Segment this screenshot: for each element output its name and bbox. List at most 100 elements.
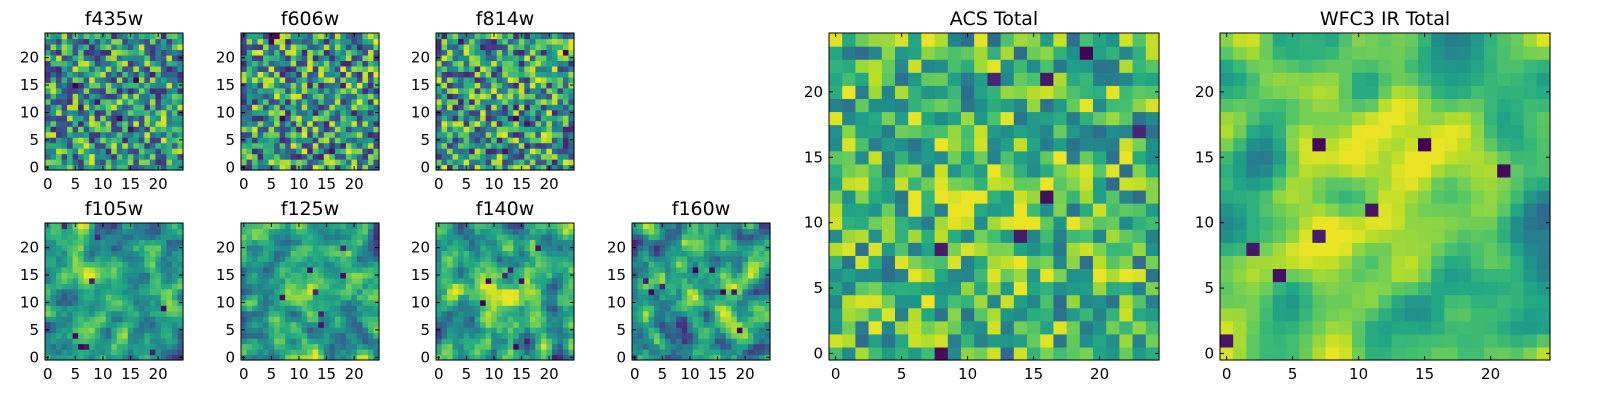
heatmap-cell	[367, 33, 375, 40]
heatmap-cell	[731, 338, 738, 345]
heatmap-cell	[753, 233, 760, 241]
heatmap-cell	[513, 115, 520, 122]
heatmap-cell	[345, 109, 352, 116]
heatmap-cell	[1093, 216, 1107, 230]
heatmap-cell	[263, 131, 270, 138]
heatmap-cell	[312, 338, 319, 345]
heatmap-cell	[144, 164, 151, 171]
heatmap-cell	[127, 82, 134, 89]
heatmap-cell	[507, 277, 514, 284]
heatmap-cell	[160, 98, 168, 105]
heatmap-cell	[868, 216, 883, 230]
heatmap-cell	[648, 244, 655, 251]
heatmap-cell	[171, 228, 179, 235]
heatmap-cell	[177, 148, 184, 155]
heatmap-cell	[485, 283, 492, 290]
heatmap-cell	[842, 176, 856, 191]
heatmap-cell	[648, 343, 655, 350]
heatmap-cell	[1106, 268, 1120, 283]
heatmap-cell	[351, 120, 358, 127]
heatmap-cell	[105, 104, 112, 111]
heatmap-cell	[703, 316, 710, 323]
heatmap-cell	[160, 65, 168, 72]
heatmap-cell	[61, 223, 68, 230]
axes-frame	[435, 222, 575, 361]
heatmap-cell	[318, 239, 325, 246]
heatmap-cell	[829, 229, 843, 243]
heatmap-cell	[171, 164, 179, 171]
heatmap-cell	[61, 76, 68, 83]
heatmap-cell	[105, 288, 112, 295]
heatmap-cell	[274, 38, 281, 45]
heatmap-cell	[441, 82, 448, 89]
heatmap-cell	[568, 250, 575, 257]
heatmap-cell	[496, 98, 503, 105]
heatmap-cell	[56, 126, 63, 133]
heatmap-cell	[89, 316, 96, 323]
heatmap-cell	[279, 65, 286, 72]
heatmap-cell	[89, 159, 96, 166]
heatmap-cell	[1132, 307, 1147, 322]
heatmap-cell	[502, 316, 509, 323]
heatmap-cell	[177, 33, 184, 40]
heatmap-cell	[648, 327, 655, 334]
heatmap-cell	[474, 239, 481, 246]
heatmap-cell	[340, 49, 347, 56]
heatmap-cell	[474, 33, 481, 40]
heatmap-cell	[562, 327, 570, 334]
heatmap-cell	[268, 76, 275, 83]
heatmap-cell	[149, 277, 156, 284]
heatmap-cell	[340, 104, 347, 111]
heatmap-cell	[279, 233, 286, 241]
heatmap-cell	[127, 327, 134, 334]
heatmap-cell	[274, 43, 281, 51]
heatmap-cell	[518, 148, 525, 155]
heatmap-cell	[758, 343, 766, 350]
heatmap-cell	[362, 33, 369, 40]
heatmap-cell	[351, 321, 358, 328]
heatmap-cell	[94, 250, 101, 257]
heatmap-cell	[736, 321, 743, 328]
heatmap-cell	[535, 137, 542, 144]
heatmap-cell	[105, 321, 112, 328]
heatmap-cell	[345, 349, 352, 356]
heatmap-cell	[551, 283, 559, 290]
heatmap-cell	[116, 343, 123, 350]
heatmap-cell	[340, 223, 347, 230]
heatmap-cell	[138, 104, 145, 111]
heatmap-cell	[133, 261, 140, 268]
heatmap-cell	[155, 261, 162, 268]
heatmap-cell	[127, 244, 134, 251]
heatmap-cell	[78, 321, 85, 328]
heatmap-cell	[452, 288, 459, 295]
heatmap-cell	[842, 242, 856, 256]
heatmap-cell	[502, 104, 509, 111]
heatmap-cell	[513, 33, 520, 40]
heatmap-cell	[334, 299, 341, 306]
axes-frame	[44, 32, 184, 171]
heatmap-cell	[89, 277, 96, 284]
heatmap-cell	[480, 349, 487, 356]
heatmap-cell	[643, 327, 650, 334]
heatmap-cell	[551, 255, 559, 262]
heatmap-cell	[323, 137, 330, 144]
heatmap-cell	[61, 288, 68, 295]
heatmap-cell	[452, 126, 459, 133]
heatmap-cell	[301, 115, 308, 122]
heatmap-cell	[160, 223, 168, 230]
heatmap-cell	[441, 332, 448, 339]
heatmap-cell	[56, 288, 63, 295]
heatmap-cell	[133, 115, 140, 122]
heatmap-cell	[513, 266, 520, 273]
heatmap-cell	[491, 120, 498, 127]
heatmap-cell	[177, 159, 184, 166]
heatmap-cell	[540, 98, 547, 105]
heatmap-cell	[285, 321, 292, 328]
heatmap-cell	[166, 76, 173, 83]
heatmap-cell	[373, 131, 380, 138]
heatmap-cell	[855, 346, 870, 361]
heatmap-cell	[676, 327, 683, 334]
heatmap-cell	[491, 109, 498, 116]
heatmap-cell	[122, 294, 129, 301]
heatmap-cell	[681, 316, 688, 323]
